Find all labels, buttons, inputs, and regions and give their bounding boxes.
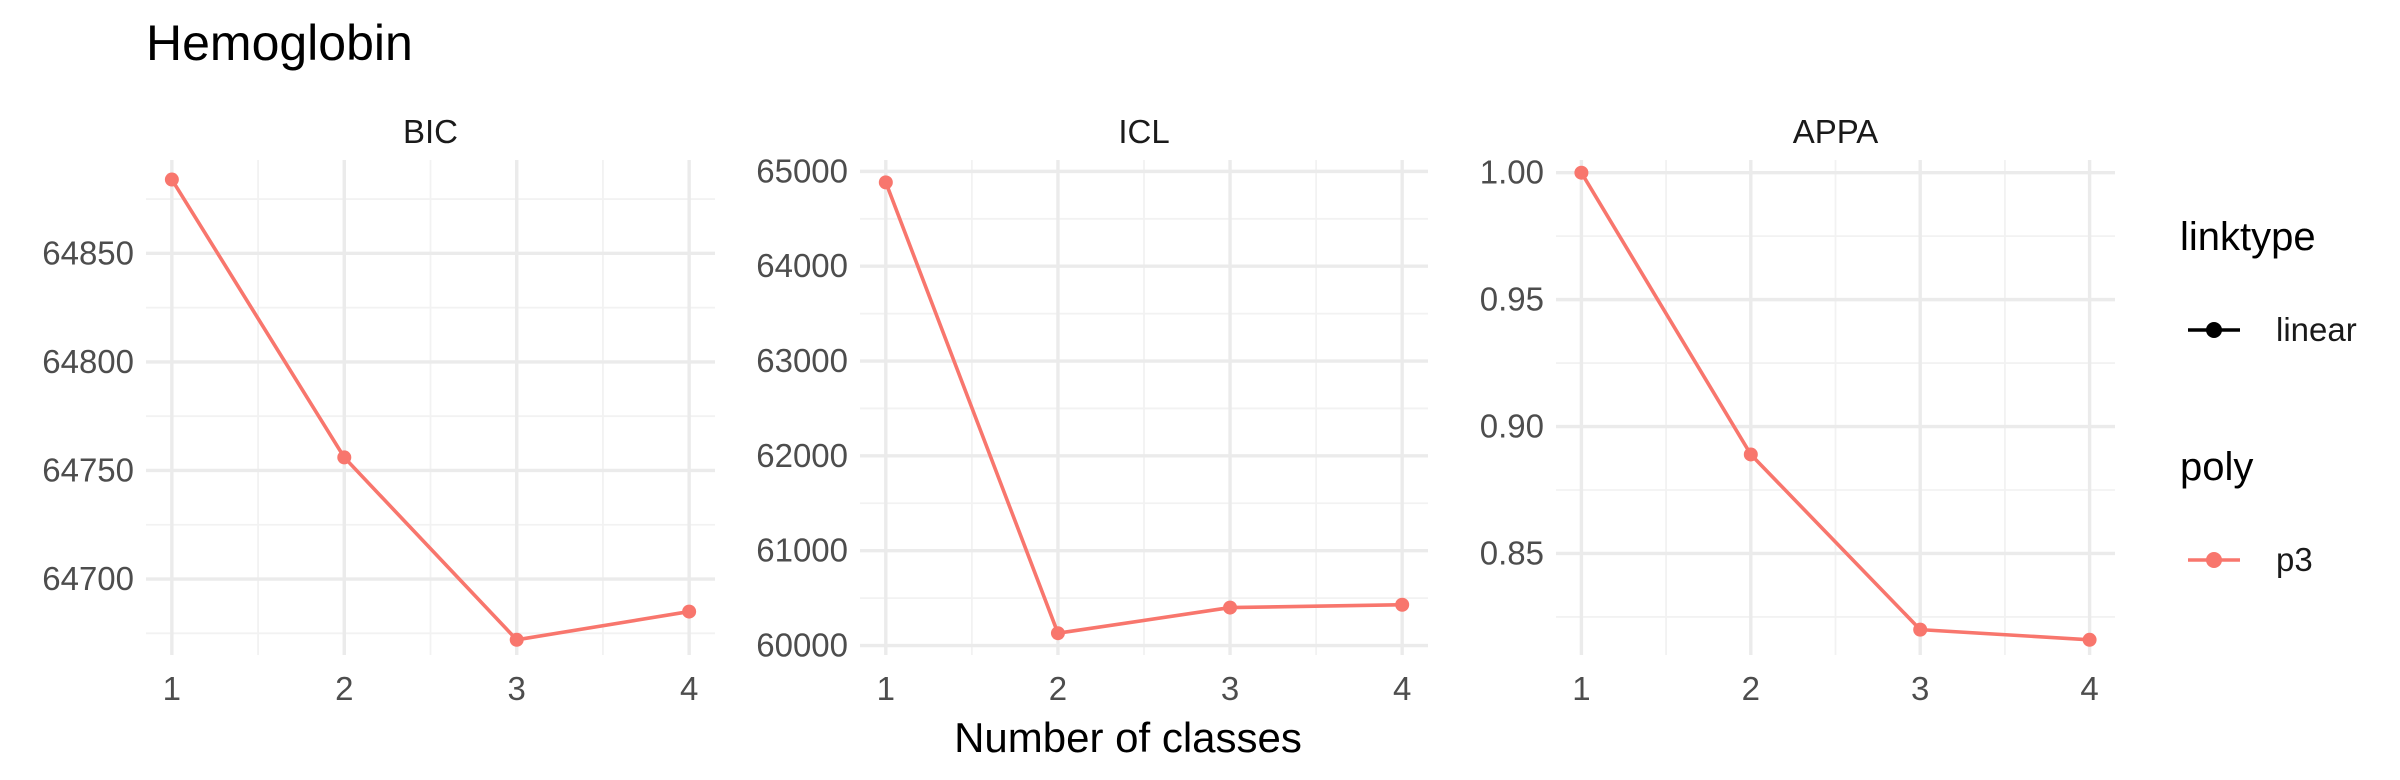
y-tick-label: 64700: [42, 560, 134, 597]
x-tick-label: 4: [2080, 670, 2098, 707]
series-line: [170, 178, 690, 642]
panel-strip-label: ICL: [1118, 113, 1169, 150]
y-tick-label: 64750: [42, 451, 134, 488]
legend-label: p3: [2276, 541, 2313, 578]
y-tick-label: 62000: [756, 437, 848, 474]
panel-bic: 64700 64750 64800 64850 1 2 3 4 BIC: [42, 113, 715, 707]
data-point: [1743, 447, 1758, 462]
y-tick-label: 1.00: [1480, 154, 1544, 191]
legend-group-poly: poly p3: [2180, 445, 2313, 578]
x-tick-label: 2: [1049, 670, 1067, 707]
panels: 64700 64750 64800 64850 1 2 3 4 BIC 60000 61000 620…: [42, 113, 2115, 707]
data-point: [1574, 165, 1589, 180]
data-point: [1913, 622, 1928, 637]
y-tick-label: 64800: [42, 343, 134, 380]
data-point: [509, 632, 524, 647]
x-tick-label: 1: [877, 670, 895, 707]
x-tick-label: 3: [1911, 670, 1929, 707]
x-tick-label: 3: [1221, 670, 1239, 707]
y-tick-label: 65000: [756, 152, 848, 189]
y-tick-label: 60000: [756, 627, 848, 664]
data-point: [337, 450, 352, 465]
data-point: [878, 175, 893, 190]
y-tick-label: 0.95: [1480, 281, 1544, 318]
x-tick-label: 1: [1572, 670, 1590, 707]
panel-icl: 60000 61000 62000 63000 64000 65000 1 2 3 4 ICL: [756, 113, 1428, 707]
x-tick-label: 4: [680, 670, 698, 707]
data-point: [1050, 626, 1065, 641]
y-tick-label: 0.90: [1480, 408, 1544, 445]
y-tick-label: 0.85: [1480, 534, 1544, 571]
x-tick-label: 3: [508, 670, 526, 707]
legend-label: linear: [2276, 311, 2357, 348]
x-tick-label: 1: [163, 670, 181, 707]
y-tick-label: 61000: [756, 532, 848, 569]
panel-appa: 0.85 0.90 0.95 1.00 1 2 3 4 APPA: [1480, 113, 2115, 707]
x-axis-label: Number of classes: [954, 714, 1302, 761]
chart-title: Hemoglobin: [146, 15, 413, 71]
y-tick-label: 64850: [42, 234, 134, 271]
data-point: [2082, 632, 2097, 647]
legend-key-point: [2206, 322, 2222, 338]
y-tick-label: 63000: [756, 342, 848, 379]
data-point: [164, 172, 179, 187]
panel-strip-label: BIC: [403, 113, 458, 150]
series-line: [884, 181, 1403, 635]
data-point: [682, 604, 697, 619]
legend-title: poly: [2180, 445, 2253, 489]
x-tick-label: 2: [1742, 670, 1760, 707]
legend: linktype linear poly p3: [2180, 215, 2357, 578]
series-line: [1579, 171, 2090, 642]
x-tick-label: 4: [1393, 670, 1411, 707]
y-tick-label: 64000: [756, 247, 848, 284]
legend-group-linktype: linktype linear: [2180, 215, 2357, 348]
legend-key-point: [2206, 552, 2222, 568]
data-point: [1395, 597, 1410, 612]
data-point: [1223, 600, 1238, 615]
panel-strip-label: APPA: [1793, 113, 1879, 150]
x-tick-label: 2: [335, 670, 353, 707]
legend-title: linktype: [2180, 215, 2316, 259]
